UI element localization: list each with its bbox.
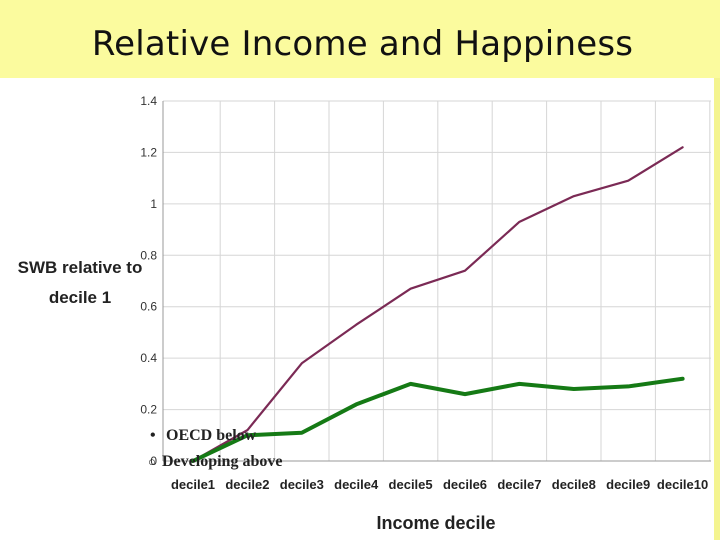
x-tick-label: decile6 — [443, 477, 487, 492]
line-chart: 00.20.40.60.811.21.4 decile1 decile2 decil… — [18, 94, 711, 533]
y-tick-labels: 0 0.2 0.4 0.6 0.8 1 1.2 1.4 — [140, 94, 157, 468]
legend-bullet-2: ○ — [148, 454, 156, 469]
y-tick-label: 1 — [150, 197, 157, 211]
x-tick-label: decile3 — [280, 477, 324, 492]
legend: • OECD below ○ Developing above — [148, 427, 282, 470]
axes — [162, 101, 711, 462]
y-tick-label: 0.2 — [140, 403, 157, 417]
y-axis-title-line1: SWB relative to — [18, 258, 143, 277]
y-tick-label: 1.4 — [140, 94, 157, 108]
series-line-developing — [191, 146, 684, 463]
x-tick-labels: decile1 decile2 decile3 decile4 decile5 decil… — [171, 477, 708, 492]
y-tick-label: 0.4 — [140, 351, 157, 365]
x-tick-label: decile1 — [171, 477, 215, 492]
series-lines — [191, 146, 685, 463]
y-tick-label: 0.6 — [140, 300, 157, 314]
y-tick-label: 0 — [150, 454, 157, 468]
x-axis-title: Income decile — [376, 513, 495, 533]
x-tick-label: decile2 — [225, 477, 269, 492]
legend-oecd-label: OECD below — [166, 427, 257, 444]
axis-titles: SWB relative to decile 1 Income decile — [18, 258, 496, 533]
slide-title: Relative Income and Happiness — [91, 24, 634, 64]
legend-bullet-1: • — [150, 427, 156, 444]
x-tick-label: decile9 — [606, 477, 650, 492]
x-tick-label: decile10 — [657, 477, 708, 492]
x-tick-label: decile8 — [552, 477, 596, 492]
chart-panel: 0 0.2 0.4 0.6 0.8 1 1.2 1.4 decile1 decile2 decil… — [0, 78, 714, 540]
gridlines — [163, 100, 711, 462]
legend-developing-label: Developing above — [162, 453, 282, 470]
y-tick-label: 1.2 — [140, 145, 157, 159]
x-tick-label: decile7 — [497, 477, 541, 492]
y-tick-label: 0.8 — [140, 248, 157, 262]
series-line-oecd — [191, 376, 685, 463]
y-axis-title-line2: decile 1 — [49, 288, 111, 307]
x-tick-label: decile5 — [389, 477, 433, 492]
right-edge-strip — [714, 78, 720, 540]
x-tick-label: decile4 — [334, 477, 379, 492]
